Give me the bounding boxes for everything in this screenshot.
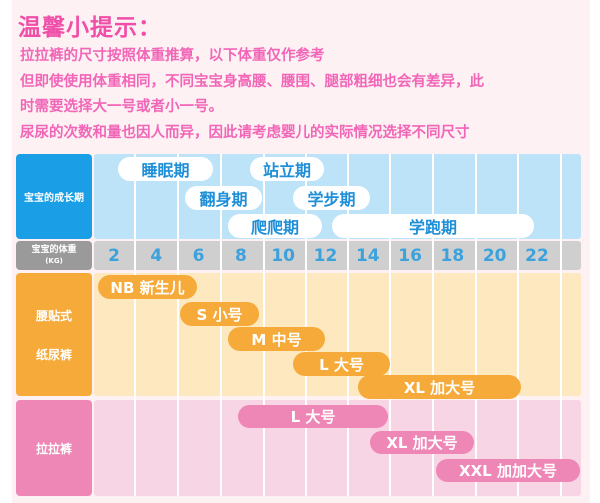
weight-tick: 14 xyxy=(355,246,380,266)
stage-running: 学跑期 xyxy=(332,214,534,238)
weight-tick: 16 xyxy=(398,246,422,266)
diaper-size-xl: XL 加大号 xyxy=(358,375,521,399)
pullup-size-xl: XL 加大号 xyxy=(370,431,474,454)
diaper-label-line1: 腰贴式 xyxy=(35,308,72,323)
weight-label: 宝宝的体重 (KG) xyxy=(16,241,92,270)
grid-line xyxy=(475,154,477,496)
grid-line xyxy=(560,154,562,496)
pullup-label: 拉拉裤 xyxy=(16,400,92,496)
pullup-size-xxl: XXL 加加大号 xyxy=(436,459,580,482)
diaper-label: 腰贴式 纸尿裤 xyxy=(16,273,92,396)
weight-tick: 18 xyxy=(440,246,465,266)
grid-line xyxy=(263,154,265,496)
stage-toddling: 学步期 xyxy=(293,186,370,210)
diaper-size-m: M 中号 xyxy=(228,327,325,351)
tip-line: 但即使使用体重相同，不同宝宝身高腰、腰围、腿部粗细也会有差异，此 xyxy=(20,74,484,90)
stage-crawling: 爬爬期 xyxy=(228,214,322,238)
weight-tick: 10 xyxy=(271,246,296,266)
tips-title: 温馨小提示： xyxy=(18,15,162,41)
grid-line xyxy=(305,154,307,496)
grid-line xyxy=(389,154,391,496)
weight-label-text: 宝宝的体重 xyxy=(31,244,77,255)
growth-stage-label: 宝宝的成长期 xyxy=(16,154,92,239)
weight-tick: 12 xyxy=(313,246,338,266)
diaper-label-line2: 纸尿裤 xyxy=(35,347,72,362)
grid-line xyxy=(177,154,179,496)
grid-line xyxy=(347,154,349,496)
weight-tick: 22 xyxy=(525,246,549,266)
diaper-size-l: L 大号 xyxy=(293,352,390,376)
weight-tick: 2 xyxy=(108,246,120,266)
stage-sleeping: 睡眠期 xyxy=(118,157,213,181)
diaper-size-s: S 小号 xyxy=(180,302,259,326)
tip-line: 时需要选择大一号或者小一号。 xyxy=(20,99,223,115)
weight-unit: (KG) xyxy=(45,256,63,265)
grid-line xyxy=(134,154,136,496)
grid-line xyxy=(432,154,434,496)
weight-tick: 4 xyxy=(150,246,163,266)
grid-line xyxy=(517,154,519,496)
weight-tick: 8 xyxy=(234,246,247,266)
weight-row-bg xyxy=(94,241,581,270)
diaper-size-nb: NB 新生儿 xyxy=(98,275,197,299)
weight-tick: 20 xyxy=(482,246,507,266)
pullup-size-l: L 大号 xyxy=(238,405,388,428)
weight-tick: 6 xyxy=(192,246,205,266)
tip-line: 尿尿的次数和量也因人而异，因此请考虑婴儿的实际情况选择不同尺寸 xyxy=(20,125,470,141)
tip-line: 拉拉裤的尺寸按照体重推算，以下体重仅作参考 xyxy=(20,48,325,64)
stage-standing: 站立期 xyxy=(250,157,324,181)
stage-rolling: 翻身期 xyxy=(185,186,262,210)
